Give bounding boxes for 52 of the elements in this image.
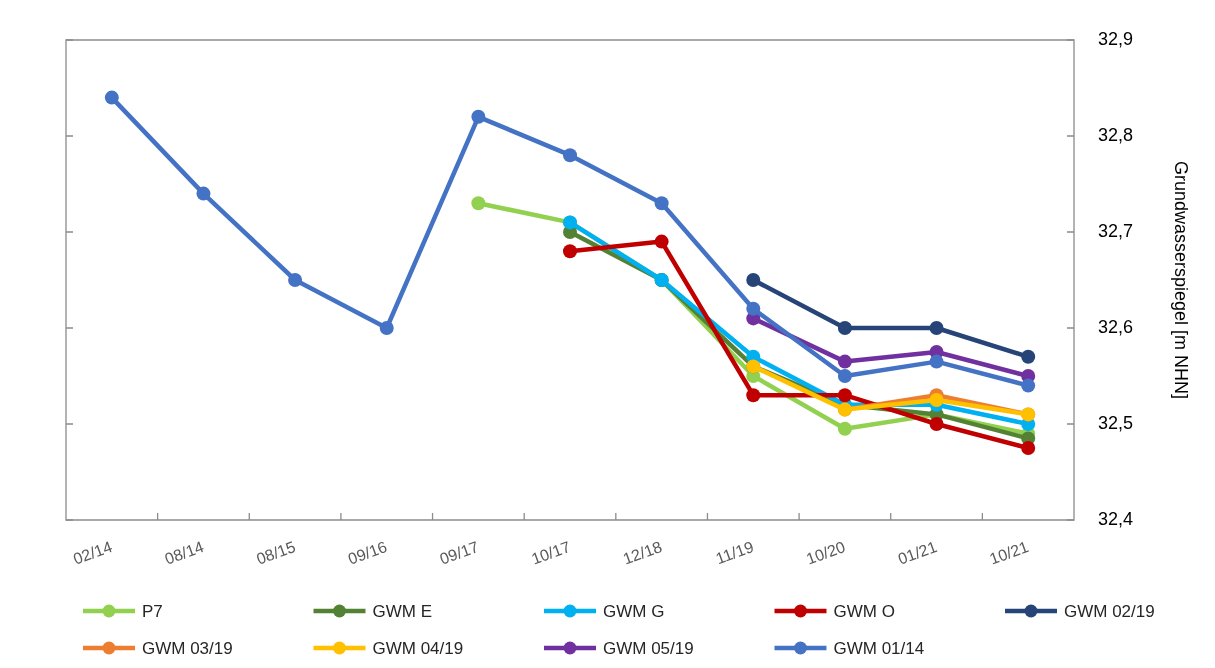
point — [1021, 441, 1036, 455]
point — [746, 388, 761, 403]
point — [654, 234, 669, 249]
y-tick-label: 32,9 — [1098, 28, 1134, 49]
legend-label: GWM G — [603, 601, 665, 621]
x-tick-label: 10/21 — [987, 537, 1031, 568]
x-tick-label: 10/20 — [804, 537, 848, 568]
x-tick-label: 09/16 — [345, 537, 390, 568]
legend-label: GWM E — [372, 601, 432, 621]
x-tick-label: 02/14 — [70, 537, 115, 568]
x-tick-label: 01/21 — [895, 537, 940, 568]
y-tick-label: 32,5 — [1098, 412, 1134, 433]
legend-label: GWM 02/19 — [1064, 601, 1155, 621]
point — [471, 109, 486, 124]
point — [837, 369, 852, 383]
point — [196, 186, 211, 201]
legend-label: GWM 04/19 — [372, 638, 464, 658]
point — [746, 301, 761, 316]
legend-label: P7 — [142, 601, 163, 621]
x-tick-label: 11/19 — [713, 537, 756, 568]
y-tick-label: 32,7 — [1098, 220, 1134, 241]
legend-label: GWM 03/19 — [142, 638, 233, 658]
y-tick-label: 32,4 — [1098, 508, 1134, 529]
point — [837, 354, 852, 369]
legend-label: GWM 05/19 — [603, 638, 694, 658]
point — [837, 421, 852, 436]
point — [929, 354, 944, 369]
y-tick-label: 32,8 — [1098, 124, 1134, 145]
point — [1021, 349, 1036, 364]
x-tick-label: 08/14 — [162, 537, 207, 568]
point — [929, 417, 944, 431]
point — [929, 321, 944, 335]
legend-label: GWM O — [833, 601, 895, 621]
point — [563, 148, 577, 163]
point — [471, 196, 486, 211]
point — [929, 393, 944, 407]
x-tick-label: 12/18 — [620, 537, 665, 568]
y-tick-label: 32,6 — [1098, 316, 1134, 337]
point — [288, 273, 303, 287]
x-tick-label: 09/17 — [437, 537, 481, 568]
y-axis-title: Grundwasserspiegel [m NHN] — [1171, 160, 1192, 400]
point — [379, 321, 394, 335]
point — [746, 273, 761, 287]
point — [1021, 378, 1036, 393]
legend-label: GWM 01/14 — [833, 638, 925, 658]
x-tick-label: 10/17 — [529, 537, 573, 568]
point — [104, 90, 119, 105]
x-tick-label: 08/15 — [254, 537, 298, 568]
point — [563, 244, 577, 259]
point — [837, 388, 852, 403]
point — [837, 321, 852, 335]
point — [654, 196, 669, 211]
